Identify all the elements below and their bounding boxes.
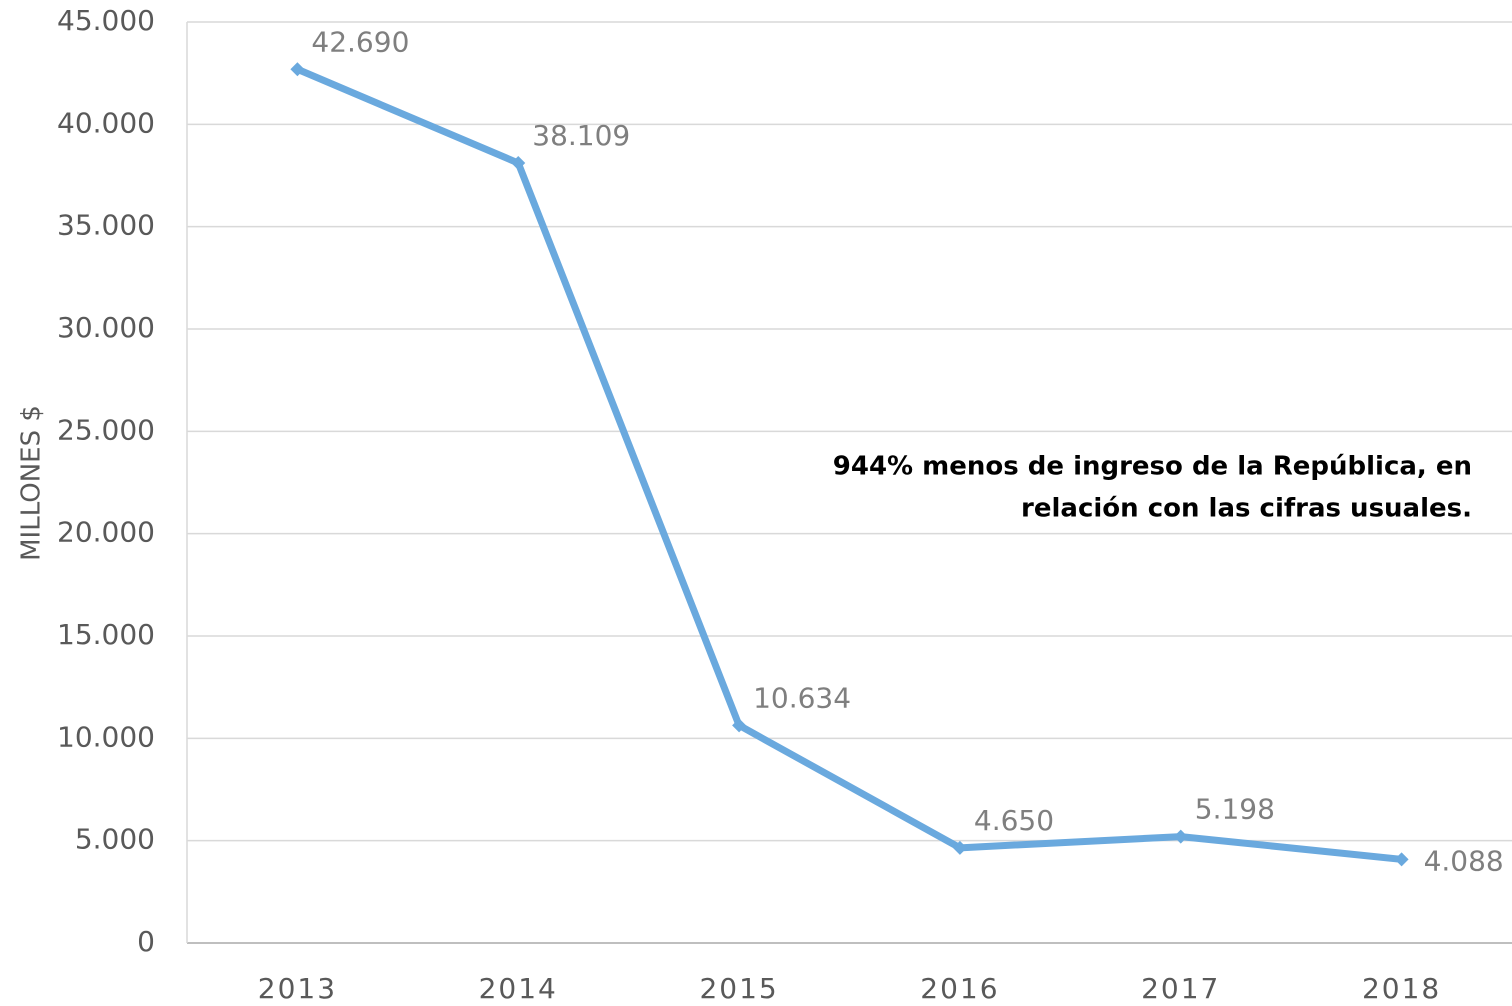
marker [290,62,305,77]
y-tick-label: 15.000 [57,618,155,651]
marker [732,718,747,733]
data-label: 42.690 [311,25,409,58]
marker [511,156,526,171]
data-label: 4.650 [974,804,1054,837]
data-label: 38.109 [532,119,630,152]
annotation: relación con las cifras usuales. [1021,494,1472,524]
line [296,66,1402,863]
x-tick-label: 2014 [479,972,558,1005]
x-tick-label: 2018 [1362,972,1441,1005]
marker [1173,829,1188,844]
x-tick-label: 2017 [1141,972,1220,1005]
x-tick-label: 2016 [920,972,999,1005]
y-tick-label: 45.000 [57,4,155,37]
marker [1394,852,1409,867]
data-label: 4.088 [1424,844,1504,877]
y-axis-label: MILLONES $ [17,405,47,561]
y-tick-label: 5.000 [75,823,155,856]
y-tick-label: 10.000 [57,720,155,753]
x-tick-label: 2015 [699,972,778,1005]
y-tick-label: 40.000 [57,106,155,139]
data-label: 10.634 [753,681,851,714]
annotation: 944% menos de ingreso de la República, e… [833,452,1472,482]
data-label: 5.198 [1195,793,1275,826]
y-tick-label: 30.000 [57,311,155,344]
y-tick-label: 25.000 [57,413,155,446]
y-tick-label: 35.000 [57,209,155,242]
y-tick-label: 0 [137,925,155,958]
y-tick-label: 20.000 [57,516,155,549]
x-tick-label: 2013 [258,972,337,1005]
marker [952,840,967,855]
